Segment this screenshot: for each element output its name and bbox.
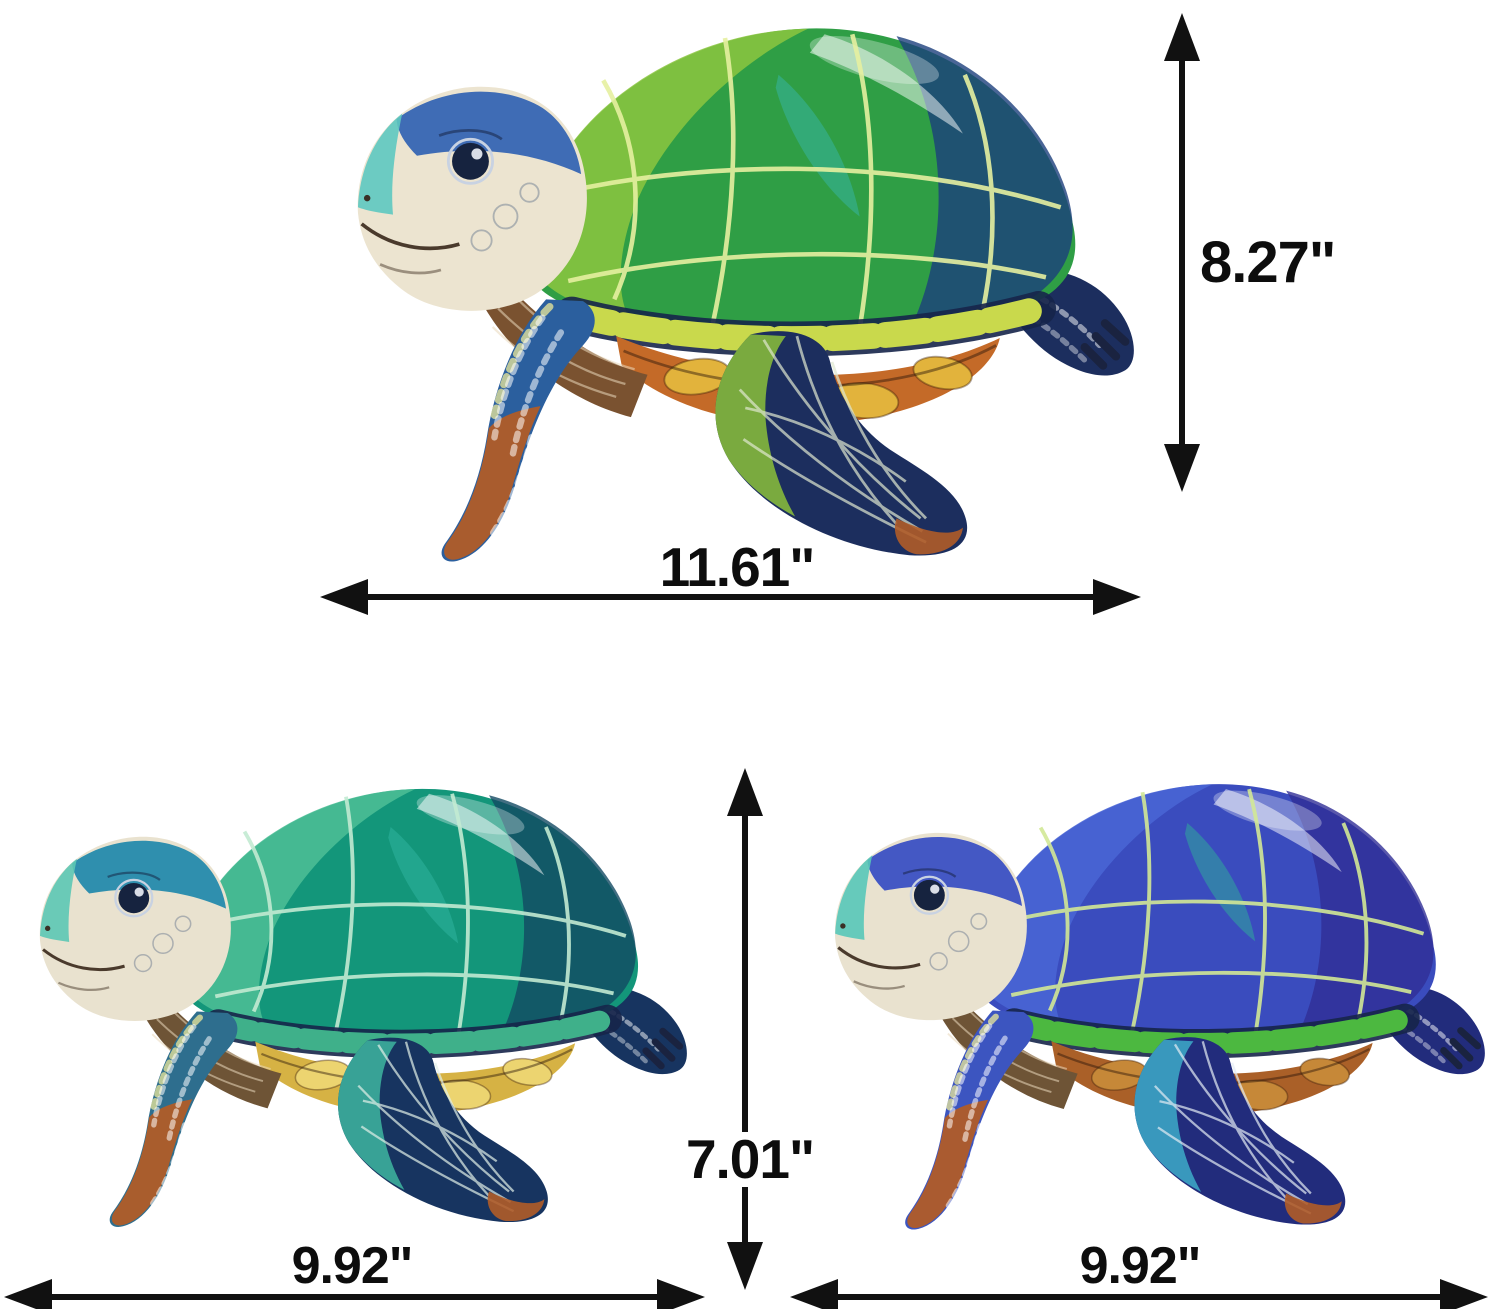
sea-turtle-illustration	[834, 784, 1485, 1230]
width-dimension-arrow-small-right	[838, 1294, 1440, 1300]
head	[39, 836, 231, 1021]
carapace	[526, 28, 1076, 357]
front-left-flipper	[905, 1010, 1034, 1230]
eye	[909, 875, 950, 915]
height-dimension-arrow-small	[742, 816, 748, 1242]
turtle-image-large	[310, 3, 1140, 592]
front-left-flipper	[109, 1011, 238, 1227]
width-dimension-arrow-small-left	[52, 1294, 657, 1300]
eye	[446, 137, 494, 185]
width-dimension-arrow-large	[368, 594, 1093, 600]
front-right-flipper	[338, 1037, 548, 1223]
carapace	[180, 788, 639, 1059]
turtle-image-small-right	[795, 763, 1490, 1255]
front-right-flipper	[1134, 1037, 1346, 1225]
width-dimension-label-large: 11.61"	[659, 536, 816, 598]
width-dimension-label-small-right: 9.92"	[1079, 1237, 1202, 1295]
height-dimension-arrow-large	[1179, 61, 1185, 444]
eye	[114, 878, 154, 918]
width-dimension-label-small-left: 9.92"	[291, 1237, 414, 1295]
front-right-flipper	[715, 331, 968, 556]
turtle-image-small-left	[0, 768, 692, 1252]
height-dimension-label-small: 7.01"	[677, 1132, 823, 1187]
sea-turtle-illustration	[357, 28, 1134, 562]
carapace	[976, 784, 1436, 1059]
front-left-flipper	[441, 299, 595, 562]
sea-turtle-illustration	[39, 788, 687, 1227]
height-dimension-label-large: 8.27"	[1200, 230, 1336, 295]
head	[357, 86, 587, 311]
head	[834, 832, 1027, 1021]
